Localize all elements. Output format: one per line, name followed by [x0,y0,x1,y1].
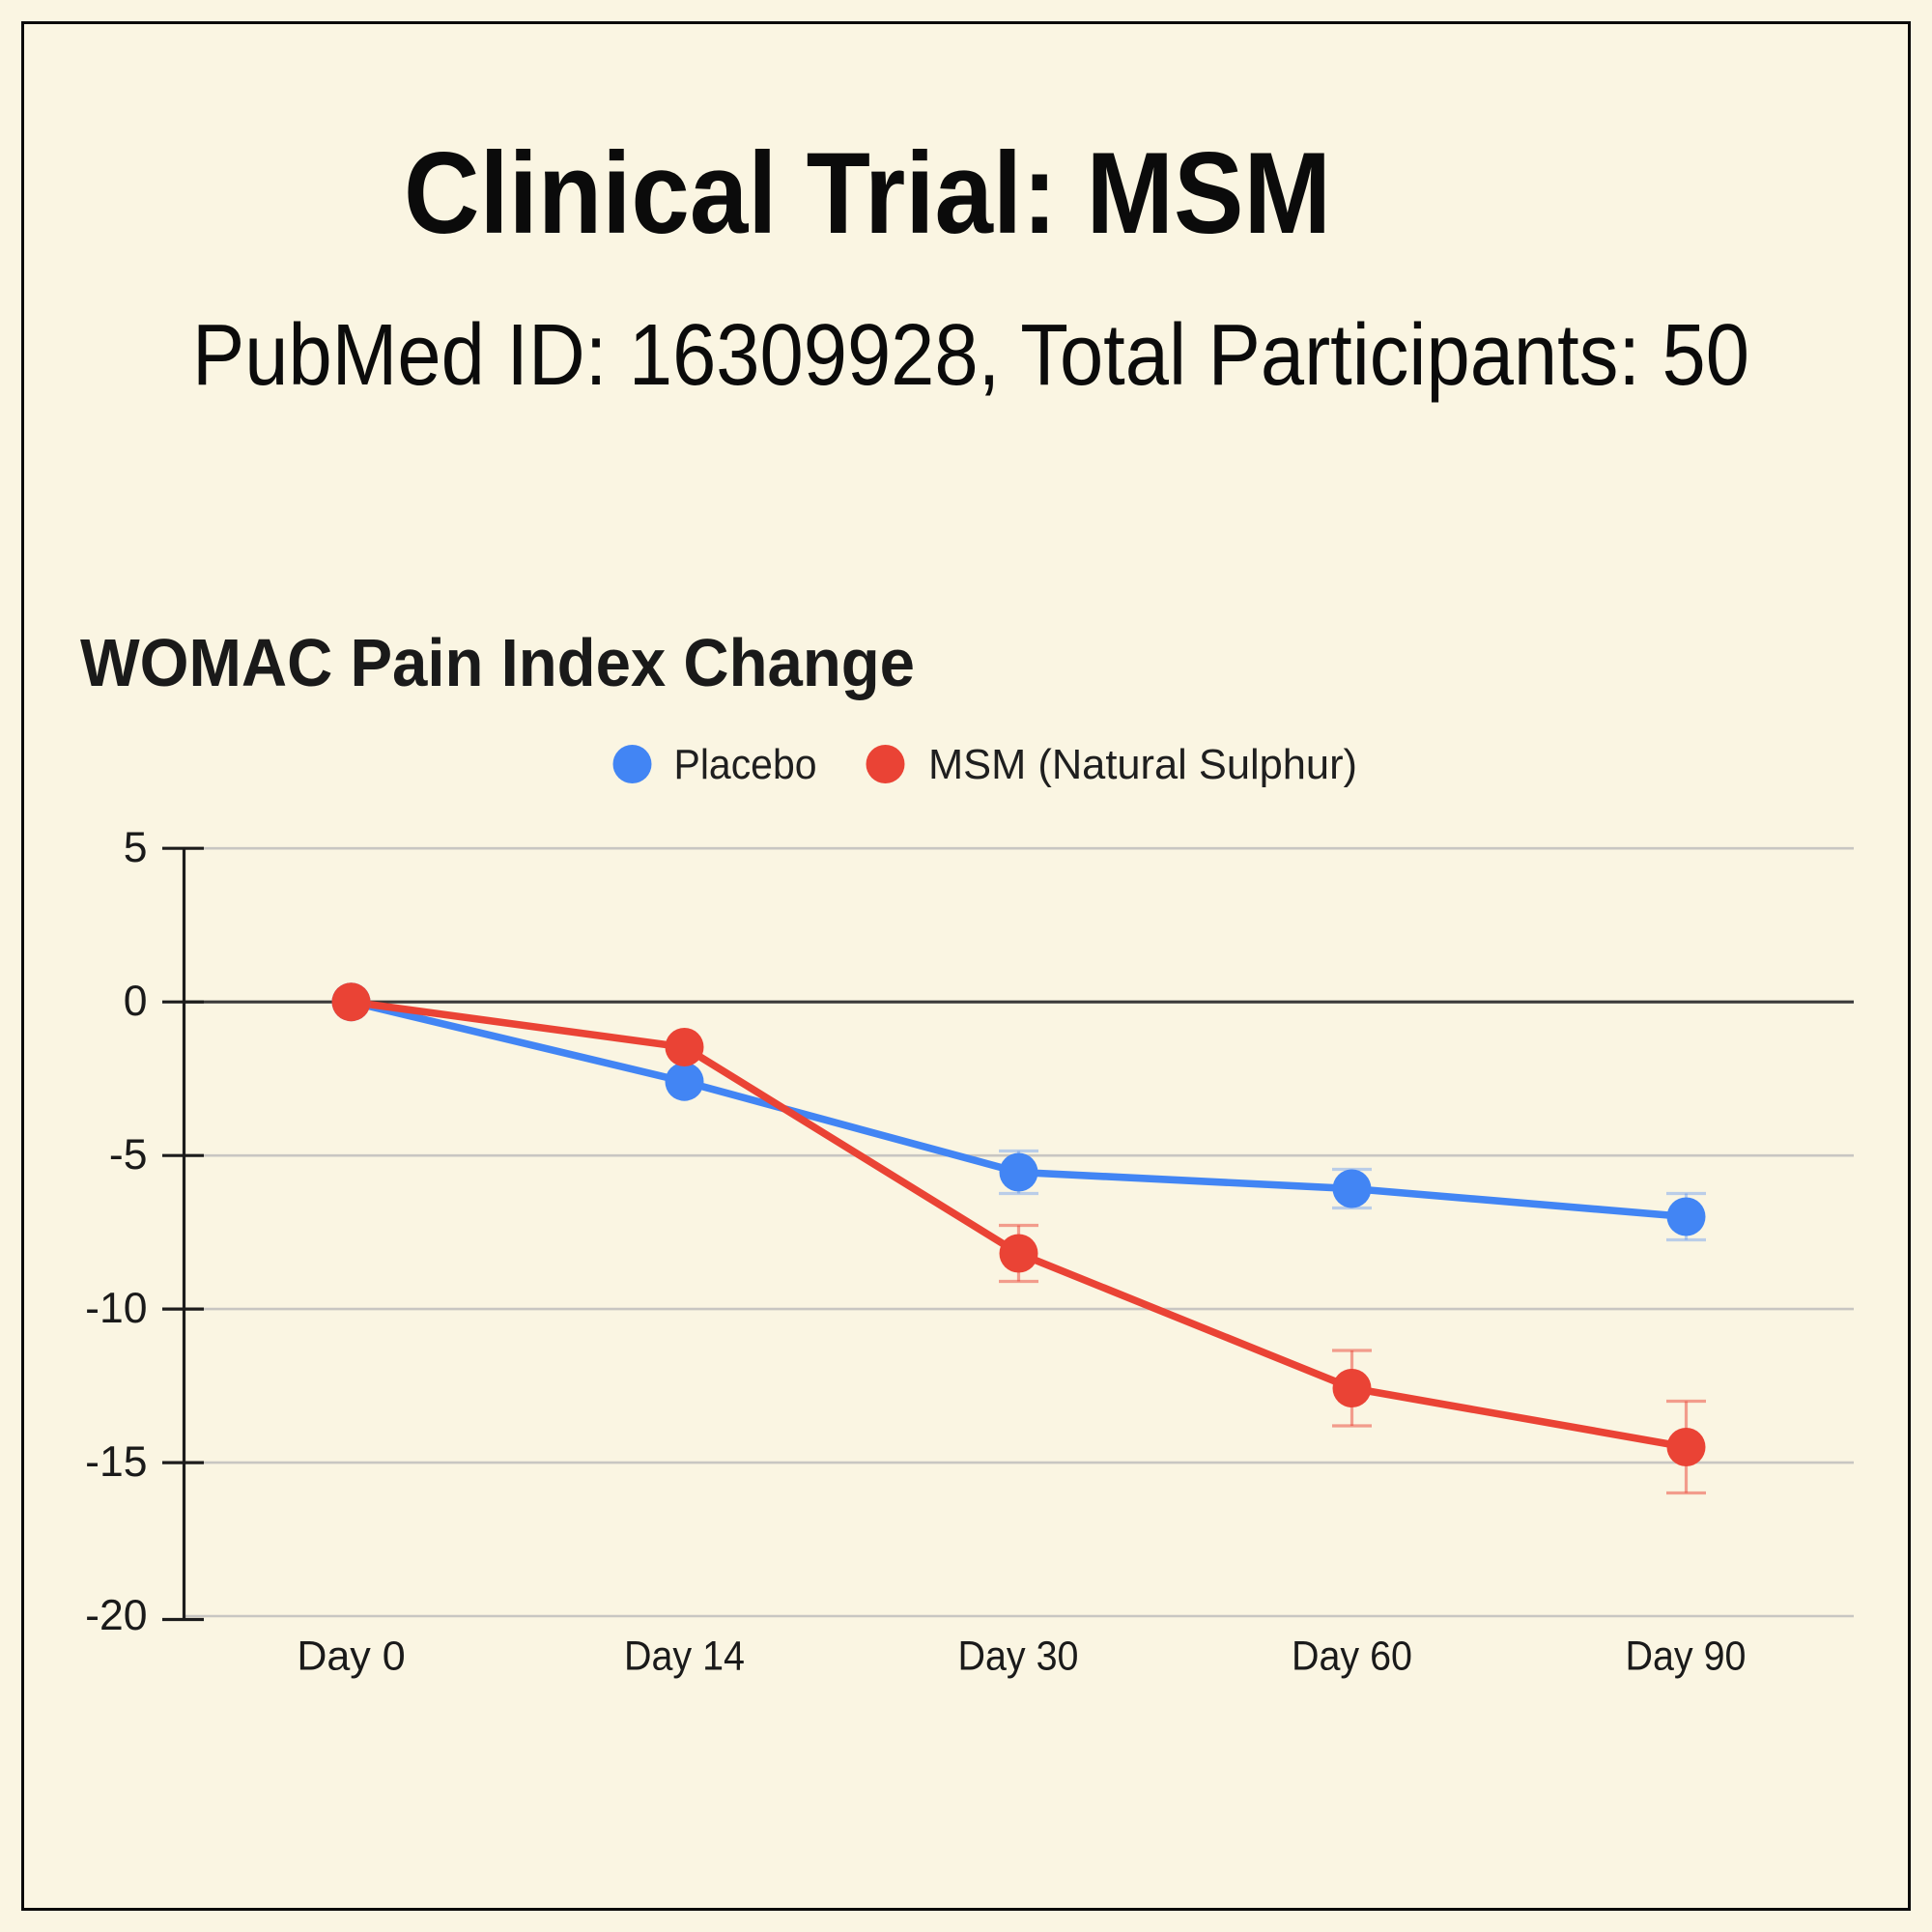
svg-text:-20: -20 [85,1592,147,1639]
svg-text:Day 90: Day 90 [1626,1634,1747,1680]
svg-text:Day 14: Day 14 [624,1634,745,1680]
svg-text:-5: -5 [109,1131,148,1179]
svg-text:Day 0: Day 0 [297,1634,405,1680]
svg-text:MSM (Natural Sulphur): MSM (Natural Sulphur) [928,741,1357,788]
svg-text:0: 0 [124,978,148,1025]
svg-text:5: 5 [124,824,148,871]
svg-text:Day 30: Day 30 [958,1634,1079,1680]
svg-text:Clinical Trial: MSM: Clinical Trial: MSM [404,128,1331,258]
svg-text:Placebo: Placebo [674,741,817,788]
svg-text:-15: -15 [85,1438,147,1486]
svg-text:Day 60: Day 60 [1292,1634,1412,1680]
svg-text:PubMed ID: 16309928, Total Par: PubMed ID: 16309928, Total Participants:… [192,307,1749,404]
svg-text:WOMAC Pain Index Change: WOMAC Pain Index Change [80,625,915,700]
svg-text:-10: -10 [85,1285,147,1332]
